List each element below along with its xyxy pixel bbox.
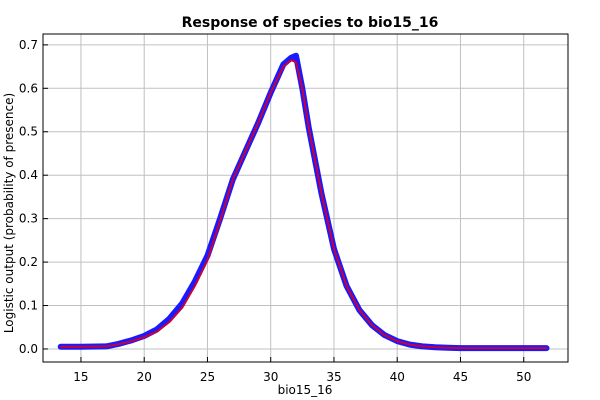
mean-response-line [59,59,548,350]
x-tick-label: 50 [516,370,531,384]
y-tick-label: 0.6 [19,81,38,95]
x-tick-label: 35 [326,370,341,384]
y-tick-label: 0.7 [19,38,38,52]
plot-area [57,52,550,352]
x-tick-label: 45 [453,370,468,384]
y-tick-label: 0.0 [19,342,38,356]
y-tick-label: 0.1 [19,299,38,313]
x-tick-label: 15 [73,370,88,384]
x-axis-label: bio15_16 [278,383,333,397]
x-tick-label: 30 [263,370,278,384]
y-tick-label: 0.5 [19,125,38,139]
x-tick-label: 25 [200,370,215,384]
y-axis-ticks: 0.0 0.1 0.2 0.3 0.4 0.5 0.6 0.7 [19,38,48,356]
y-tick-label: 0.3 [19,212,38,226]
y-tick-label: 0.2 [19,255,38,269]
y-tick-label: 0.4 [19,168,38,182]
x-axis-ticks: 15 20 25 30 35 40 45 50 [73,357,531,384]
y-axis-label: Logistic output (probability of presence… [2,93,16,333]
x-tick-label: 20 [137,370,152,384]
x-tick-label: 40 [390,370,405,384]
plot-frame [42,33,569,363]
grid [43,34,568,362]
chart-title: Response of species to bio15_16 [182,15,439,31]
